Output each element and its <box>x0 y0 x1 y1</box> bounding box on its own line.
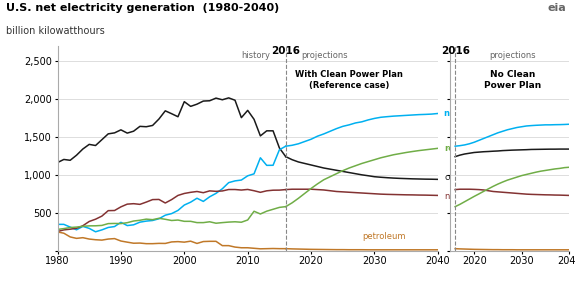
Text: 2016: 2016 <box>440 46 470 56</box>
Text: history: history <box>241 51 270 60</box>
Text: U.S. net electricity generation  (1980-2040): U.S. net electricity generation (1980-20… <box>6 3 279 13</box>
Text: eia: eia <box>547 3 566 13</box>
Text: projections: projections <box>489 51 535 60</box>
Text: billion kilowatthours: billion kilowatthours <box>6 26 105 36</box>
Text: projections: projections <box>301 51 348 60</box>
Text: natural gas: natural gas <box>444 109 498 118</box>
Text: renewables: renewables <box>444 144 499 153</box>
Text: With Clean Power Plan
(Reference case): With Clean Power Plan (Reference case) <box>295 70 403 90</box>
Text: petroleum: petroleum <box>362 232 405 241</box>
Text: No Clean
Power Plan: No Clean Power Plan <box>484 70 541 90</box>
Text: nuclear: nuclear <box>444 192 476 200</box>
Text: coal: coal <box>444 173 462 182</box>
Text: 2016: 2016 <box>271 46 300 56</box>
